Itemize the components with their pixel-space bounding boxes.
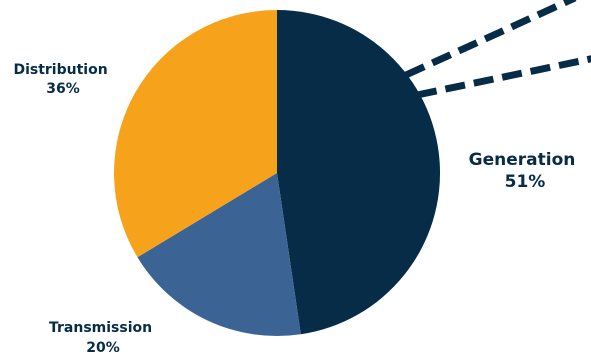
pie-slice-transmission — [137, 173, 301, 337]
label-transmission-name: Transmission — [49, 320, 152, 336]
label-transmission: Transmission 20% — [49, 320, 157, 356]
label-distribution-value: 36% — [46, 81, 80, 97]
label-distribution-name: Distribution — [13, 62, 107, 78]
label-transmission-value: 20% — [86, 340, 120, 356]
callout-line-1 — [404, 0, 577, 79]
pie-slices — [113, 9, 441, 337]
pie-slice-distribution — [113, 10, 278, 258]
pie-slice-generation — [277, 9, 441, 335]
callout-line-2 — [416, 55, 591, 99]
label-generation-value: 51% — [505, 172, 546, 192]
label-distribution: Distribution 36% — [13, 62, 112, 97]
label-generation-name: Generation — [469, 150, 576, 170]
label-generation: Generation 51% — [469, 150, 582, 192]
callout-lines — [404, 0, 591, 99]
